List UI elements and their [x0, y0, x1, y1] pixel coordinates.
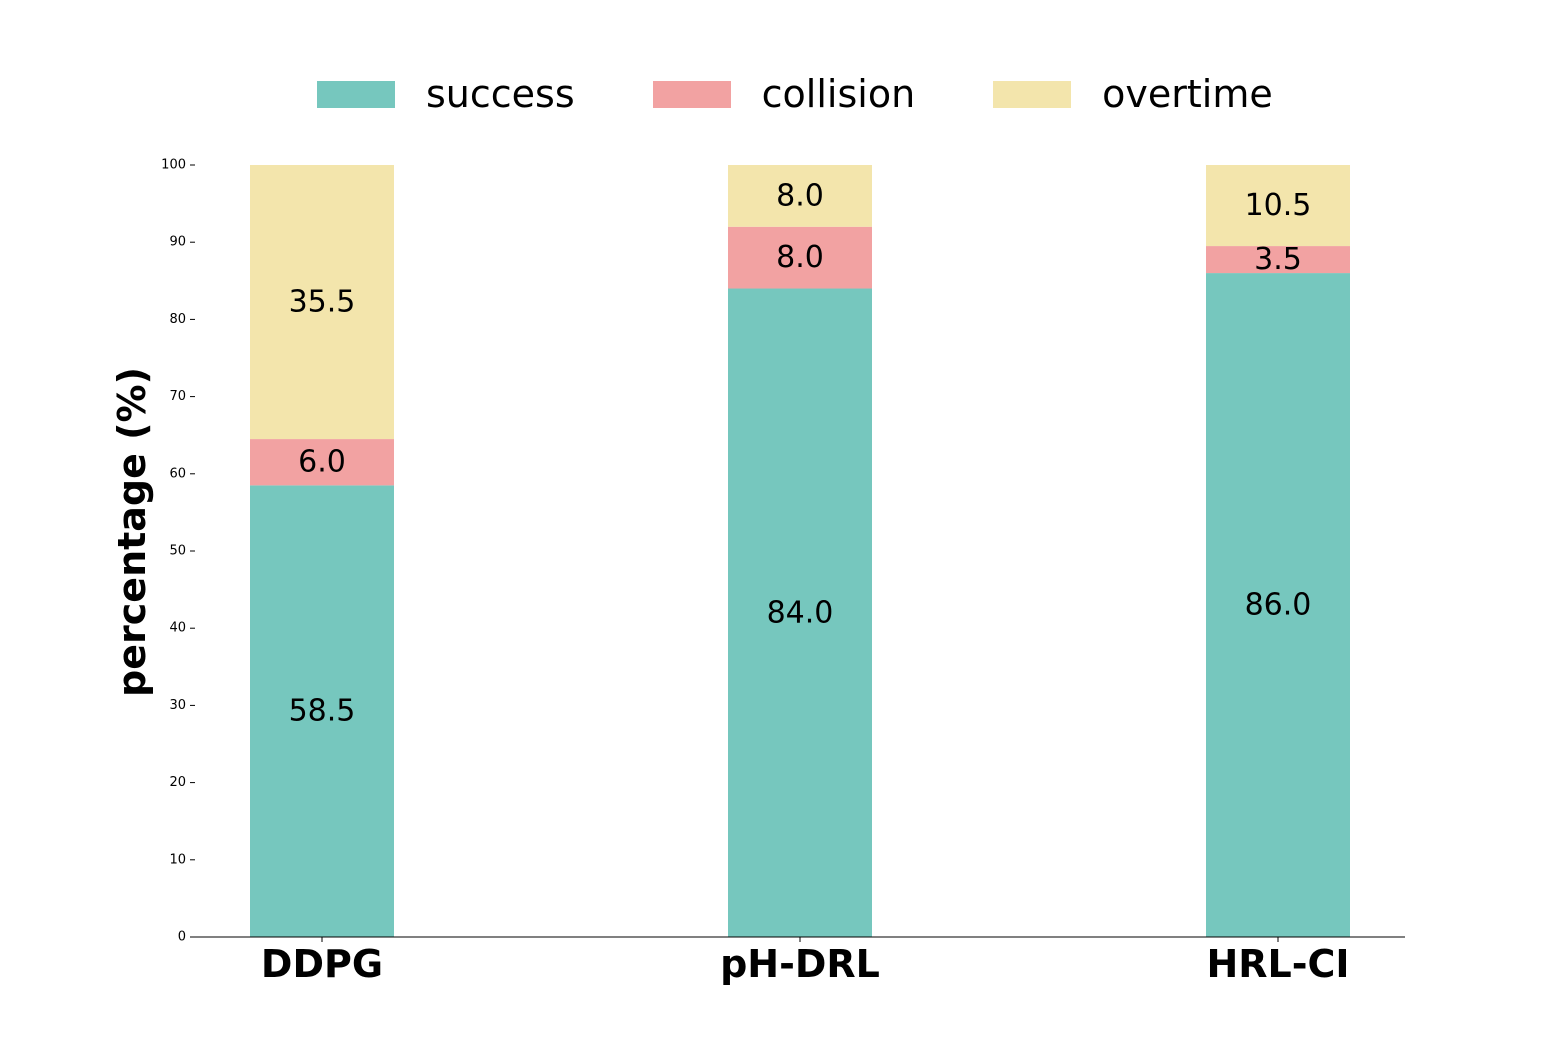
- legend-item-success: success: [317, 72, 575, 116]
- x-tick-label: DDPG: [261, 942, 383, 986]
- bar-value-label: 84.0: [767, 595, 834, 630]
- y-tick-label: 30: [169, 698, 186, 713]
- bar-success-ph-drl: [728, 288, 872, 937]
- bar-value-label: 3.5: [1254, 242, 1302, 277]
- bar-value-label: 58.5: [289, 694, 356, 729]
- legend-label-success: success: [426, 72, 575, 116]
- y-tick-label: 70: [169, 389, 186, 404]
- y-tick-label: 10: [169, 852, 186, 867]
- bar-value-label: 8.0: [776, 178, 824, 213]
- bar-value-label: 8.0: [776, 240, 824, 275]
- bar-value-label: 35.5: [289, 285, 356, 320]
- bar-success-hrl-ci: [1206, 273, 1350, 938]
- bar-success-ddpg: [250, 485, 394, 937]
- legend-item-overtime: overtime: [993, 72, 1273, 116]
- chart-legend: success collision overtime: [317, 72, 1351, 116]
- bar-value-label: 6.0: [298, 445, 346, 480]
- x-tick-label: HRL-CI: [1206, 942, 1349, 986]
- y-tick-label: 40: [169, 621, 186, 636]
- bar-overtime-ph-drl: [728, 165, 872, 227]
- bar-collision-hrl-ci: [1206, 246, 1350, 274]
- bar-overtime-hrl-ci: [1206, 165, 1350, 247]
- x-tick-label: pH-DRL: [720, 942, 880, 986]
- y-tick-label: 100: [161, 158, 186, 173]
- legend-label-overtime: overtime: [1102, 72, 1273, 116]
- bar-value-label: 10.5: [1245, 188, 1312, 223]
- y-tick-label: 90: [169, 235, 186, 250]
- y-tick-label: 50: [169, 544, 186, 559]
- legend-swatch-collision: [652, 80, 731, 108]
- legend-label-collision: collision: [761, 72, 916, 116]
- bar-collision-ddpg: [250, 439, 394, 486]
- bar-value-label: 86.0: [1245, 588, 1312, 623]
- y-tick-label: 80: [169, 312, 186, 327]
- y-tick-label: 60: [169, 466, 186, 481]
- y-tick-label: 0: [178, 930, 186, 945]
- legend-swatch-overtime: [993, 80, 1072, 108]
- legend-item-collision: collision: [652, 72, 916, 116]
- bar-overtime-ddpg: [250, 165, 394, 440]
- y-tick-label: 20: [169, 775, 186, 790]
- legend-swatch-success: [317, 80, 395, 108]
- bar-collision-ph-drl: [728, 226, 872, 289]
